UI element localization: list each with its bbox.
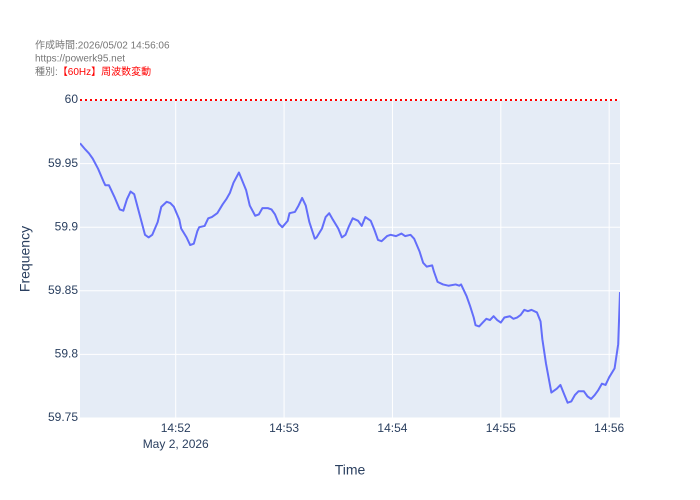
x-tick-label: 14:53 — [269, 421, 299, 435]
y-tick-label: 60 — [65, 92, 79, 106]
header-line: 作成時間:2026/05/02 14:56:06 — [35, 40, 170, 52]
x-tick-label: 14:55 — [486, 421, 516, 435]
kind-value: 【60Hz】周波数変動 — [58, 65, 151, 78]
x-date-label: May 2, 2026 — [143, 437, 209, 451]
y-tick-label: 59.75 — [48, 410, 78, 424]
kind-label: 種別: — [35, 65, 58, 78]
x-tick-label: 14:52 — [161, 421, 191, 435]
x-axis-title: Time — [335, 462, 366, 478]
y-tick-label: 59.95 — [48, 156, 78, 170]
data-line — [80, 142, 620, 404]
plot-background — [80, 100, 620, 418]
y-tick-label: 59.9 — [55, 219, 79, 233]
x-tick-label: 14:56 — [594, 421, 624, 435]
y-tick-label: 59.8 — [55, 347, 79, 361]
header-kind: 種別:【60Hz】周波数変動 — [35, 65, 151, 78]
y-tick-label: 59.85 — [48, 283, 78, 297]
x-tick-label: 14:54 — [377, 421, 407, 435]
y-axis-title: Frequency — [17, 226, 33, 292]
header-line: https://powerk95.net — [35, 54, 125, 65]
